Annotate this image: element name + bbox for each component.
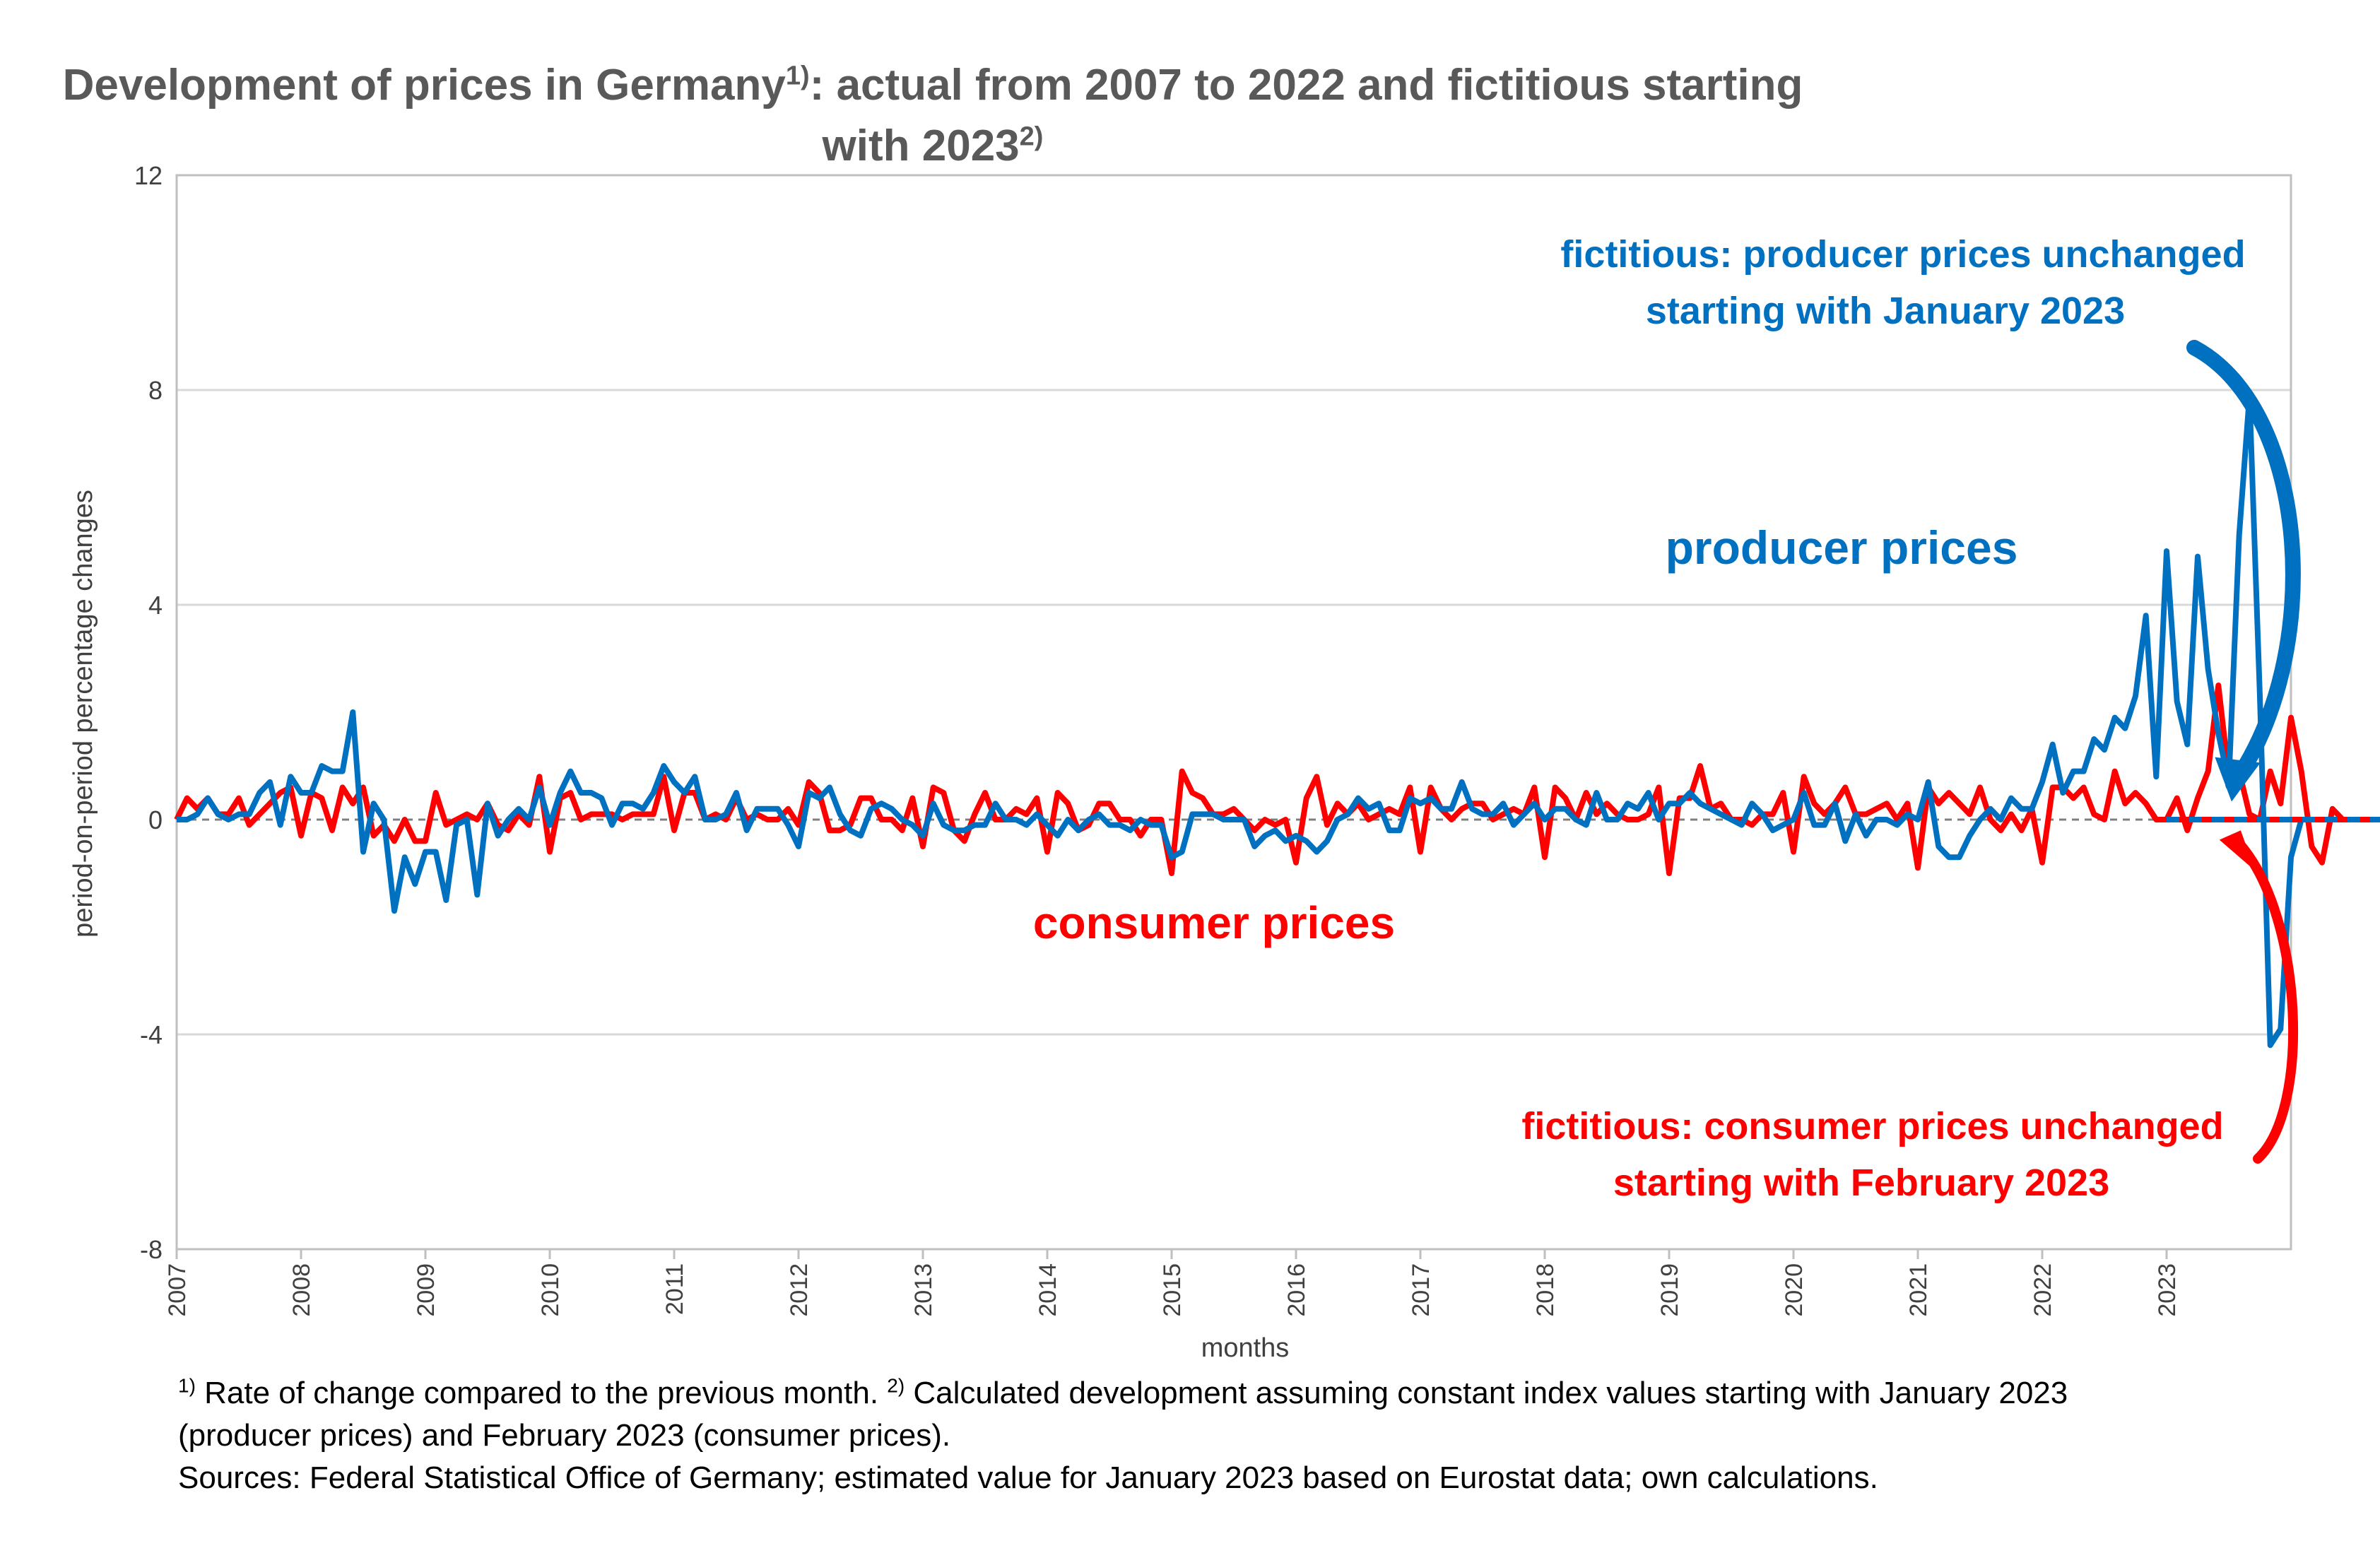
footnote-sources: Sources: Federal Statistical Office of G… bbox=[178, 1460, 1878, 1495]
producer-fictitious-arrow bbox=[2186, 340, 2301, 792]
producer-arrowhead bbox=[2215, 757, 2261, 802]
y-tick-label: -4 bbox=[140, 1020, 163, 1049]
annotation-producer-fictitious-line1: fictitious: producer prices unchanged bbox=[1560, 233, 2245, 276]
footnote-2-text: Calculated development assuming constant… bbox=[905, 1376, 2068, 1410]
footnote-sup1: 1) bbox=[178, 1374, 196, 1397]
annotation-consumer-fictitious-line1: fictitious: consumer prices unchanged bbox=[1521, 1105, 2223, 1147]
title-sup1: 1) bbox=[785, 61, 810, 91]
annotation-producer-label: producer prices bbox=[1666, 521, 2018, 574]
y-axis-label: period-on-period percentage changes bbox=[69, 490, 98, 938]
footnotes: 1) Rate of change compared to the previo… bbox=[178, 1372, 2333, 1499]
series-line-consumer-prices bbox=[174, 683, 2380, 876]
series-line-producer-prices bbox=[177, 392, 2380, 1049]
y-tick-label: 8 bbox=[148, 376, 163, 405]
x-tick-label: 2015 bbox=[1159, 1263, 1186, 1317]
x-tick-label: 2013 bbox=[910, 1263, 937, 1317]
x-tick-label: 2019 bbox=[1656, 1263, 1683, 1317]
consumer-arrowhead bbox=[2219, 830, 2256, 871]
x-tick-label: 2009 bbox=[413, 1263, 440, 1317]
x-tick-label: 2021 bbox=[1905, 1263, 1932, 1317]
x-tick-label: 2010 bbox=[537, 1263, 564, 1317]
annotation-consumer-fictitious-line2: starting with February 2023 bbox=[1613, 1162, 2109, 1204]
x-tick-label: 2011 bbox=[661, 1263, 688, 1315]
footnote-line1: 1) Rate of change compared to the previo… bbox=[178, 1372, 2333, 1415]
series-lines bbox=[174, 392, 2380, 1049]
title-part1: Development of prices in Germany bbox=[62, 61, 786, 110]
x-tick-label: 2016 bbox=[1283, 1263, 1310, 1317]
consumer-fictitious-arrow bbox=[2235, 839, 2299, 1164]
annotation-consumer-label: consumer prices bbox=[1033, 897, 1395, 948]
y-tick-label: 12 bbox=[134, 161, 163, 190]
plot-area-border bbox=[175, 174, 2292, 1251]
x-axis-label: months bbox=[1201, 1333, 1290, 1363]
x-axis: 2007 2008 2009 2010 2011 2012 2013 2014 2015 2016… bbox=[164, 1249, 2181, 1317]
x-tick-label: 2022 bbox=[2030, 1263, 2056, 1317]
x-tick-label: 2008 bbox=[288, 1263, 315, 1317]
footnote-1-text: Rate of change compared to the previous … bbox=[195, 1376, 888, 1410]
y-tick-label: 0 bbox=[148, 805, 163, 834]
x-tick-label: 2020 bbox=[1781, 1263, 1808, 1317]
x-tick-label: 2012 bbox=[786, 1263, 813, 1317]
x-tick-label: 2014 bbox=[1035, 1263, 1061, 1317]
title-part2: : actual from 2007 to 2022 and fictitiou… bbox=[809, 61, 1803, 110]
footnote-line2: (producer prices) and February 2023 (con… bbox=[178, 1418, 951, 1453]
x-tick-label: 2023 bbox=[2154, 1263, 2181, 1317]
x-tick-label: 2017 bbox=[1408, 1263, 1435, 1317]
title-sup2: 2) bbox=[1019, 122, 1044, 152]
x-tick-label: 2007 bbox=[164, 1263, 191, 1317]
footnote-sup2: 2) bbox=[887, 1374, 905, 1397]
title-part3: with 2023 bbox=[822, 122, 1020, 170]
y-axis: -8 -4 0 4 8 12 bbox=[134, 161, 163, 1264]
y-tick-label: 4 bbox=[148, 591, 163, 620]
y-tick-label: -8 bbox=[140, 1235, 163, 1264]
chart-title: Development of prices in Germany1): actu… bbox=[57, 55, 1809, 177]
x-tick-label: 2018 bbox=[1532, 1263, 1559, 1317]
annotation-producer-fictitious-line2: starting with January 2023 bbox=[1646, 290, 2125, 332]
